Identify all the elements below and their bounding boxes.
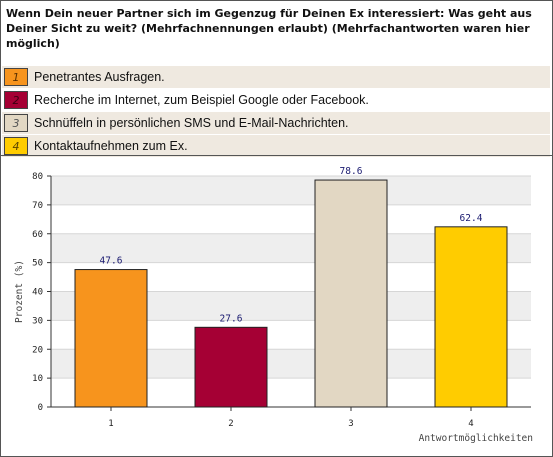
- legend-label-3: Schnüffeln in persönlichen SMS und E-Mai…: [34, 116, 349, 130]
- x-axis-title: Antwortmöglichkeiten: [419, 433, 533, 444]
- y-tick-label: 30: [32, 316, 43, 326]
- y-tick-label: 0: [38, 403, 43, 413]
- bar-chart: 0 10 20 30 40 50 60 70 80 47.6 1 27.6 2 78.6 3 62.4 4 Pro…: [14, 166, 533, 444]
- legend-swatch-1: 1: [4, 68, 28, 86]
- legend-number-2: 2: [12, 93, 20, 107]
- legend-number-1: 1: [12, 70, 20, 84]
- y-tick-label: 10: [32, 374, 43, 384]
- legend-item-2: 2 Recherche im Internet, zum Beispiel Go…: [2, 89, 550, 111]
- section-divider: [1, 155, 552, 156]
- value-label-4: 62.4: [460, 213, 483, 224]
- value-label-2: 27.6: [220, 313, 243, 324]
- legend-label-2: Recherche im Internet, zum Beispiel Goog…: [34, 93, 369, 107]
- legend-item-4: 4 Kontaktaufnehmen zum Ex.: [2, 135, 550, 157]
- y-tick-label: 70: [32, 201, 43, 211]
- legend-swatch-2: 2: [4, 91, 28, 109]
- x-tick-label-2: 2: [228, 419, 233, 429]
- question-text: Wenn Dein neuer Partner sich im Gegenzug…: [6, 7, 532, 50]
- value-label-3: 78.6: [340, 166, 363, 177]
- legend-swatch-3: 3: [4, 114, 28, 132]
- legend-number-3: 3: [12, 116, 20, 130]
- grid-band: [51, 176, 531, 205]
- answer-legend: 1 Penetrantes Ausfragen. 2 Recherche im …: [2, 66, 550, 158]
- bar-2: [194, 326, 268, 408]
- y-tick-label: 60: [32, 230, 43, 240]
- legend-swatch-4: 4: [4, 137, 28, 155]
- legend-number-4: 4: [12, 139, 20, 153]
- legend-item-3: 3 Schnüffeln in persönlichen SMS und E-M…: [2, 112, 550, 134]
- bar-3: [314, 179, 388, 408]
- value-label-1: 47.6: [100, 256, 123, 267]
- legend-label-4: Kontaktaufnehmen zum Ex.: [34, 139, 188, 153]
- y-tick-label: 20: [32, 345, 43, 355]
- x-tick-label-3: 3: [348, 419, 353, 429]
- y-axis-title: Prozent (%): [14, 260, 25, 323]
- y-tick-label: 40: [32, 288, 43, 298]
- y-tick-label: 80: [32, 172, 43, 182]
- y-tick-label: 50: [32, 259, 43, 269]
- x-tick-label-4: 4: [468, 419, 473, 429]
- bar-4: [434, 226, 508, 408]
- x-tick-label-1: 1: [108, 419, 113, 429]
- legend-label-1: Penetrantes Ausfragen.: [34, 70, 165, 84]
- bar-1: [74, 269, 148, 408]
- legend-item-1: 1 Penetrantes Ausfragen.: [2, 66, 550, 88]
